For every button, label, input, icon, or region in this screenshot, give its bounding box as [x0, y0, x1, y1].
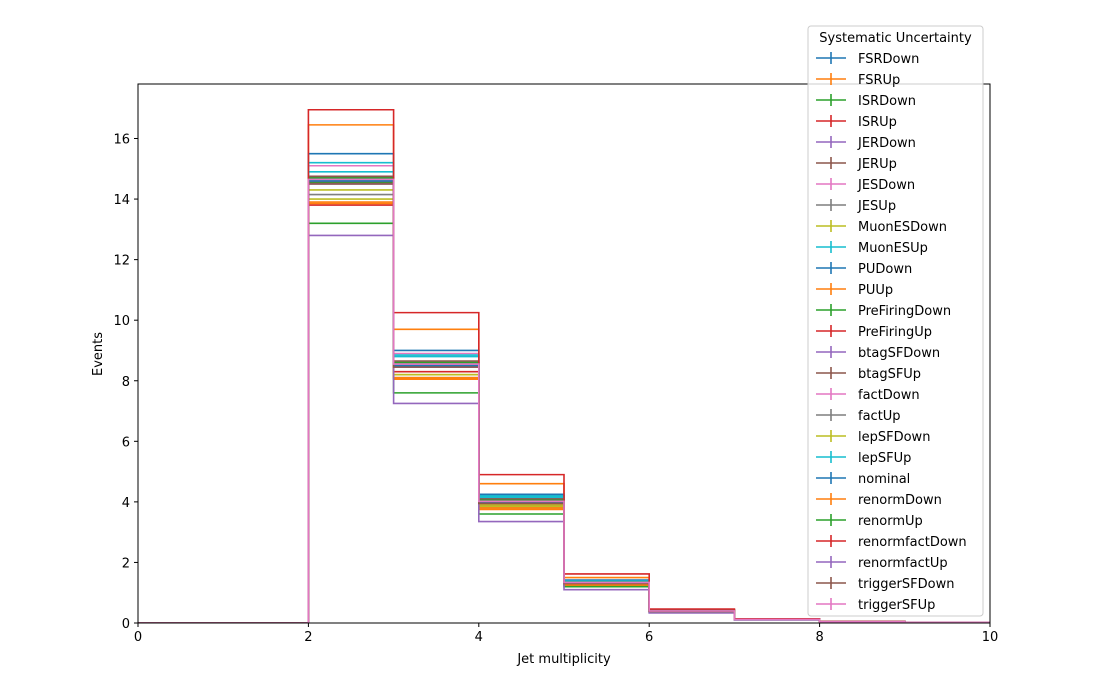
- legend-label: factDown: [858, 388, 920, 403]
- legend-entry: PUUp: [816, 283, 893, 298]
- legend-entry: FSRUp: [816, 73, 900, 88]
- legend-label: nominal: [858, 472, 910, 487]
- legend-entry: renormfactUp: [816, 556, 948, 571]
- legend-label: triggerSFDown: [858, 577, 954, 592]
- legend-label: PreFiringUp: [858, 325, 932, 340]
- legend-entry: PreFiringUp: [816, 325, 932, 340]
- legend-label: lepSFUp: [858, 451, 911, 466]
- legend-label: JERUp: [857, 157, 897, 172]
- legend-entry: JESDown: [816, 178, 915, 193]
- legend-label: JERDown: [857, 136, 916, 151]
- legend-entry: MuonESDown: [816, 220, 947, 235]
- legend-label: PUDown: [858, 262, 912, 277]
- legend-entry: triggerSFDown: [816, 577, 954, 592]
- legend-title: Systematic Uncertainty: [819, 31, 972, 46]
- legend-label: MuonESDown: [858, 220, 947, 235]
- series-line-triggerSFUp: [138, 178, 990, 623]
- y-tick-label: 16: [113, 133, 130, 148]
- legend-label: FSRUp: [858, 73, 900, 88]
- legend-entry: nominal: [816, 472, 910, 487]
- y-axis-label: Events: [91, 332, 106, 376]
- legend-items: FSRDown FSRUp ISRDown ISRUp JERDown JERUp JESD…: [816, 52, 967, 613]
- legend-label: renormfactUp: [858, 556, 948, 571]
- legend-entry: JESUp: [816, 199, 896, 214]
- y-tick-label: 14: [113, 193, 130, 208]
- legend-label: ISRDown: [858, 94, 916, 109]
- legend-label: btagSFUp: [858, 367, 921, 382]
- y-tick-label: 4: [122, 496, 130, 511]
- y-axis-ticks: 0 2 4 6 8 10 12 14 16: [113, 133, 138, 632]
- legend-entry: triggerSFUp: [816, 598, 935, 613]
- legend-label: renormfactDown: [858, 535, 967, 550]
- legend-entry: PUDown: [816, 262, 912, 277]
- legend-entry: factDown: [816, 388, 920, 403]
- legend-label: JESDown: [857, 178, 915, 193]
- legend-label: FSRDown: [858, 52, 919, 67]
- legend-entry: MuonESUp: [816, 241, 928, 256]
- legend-entry: JERDown: [816, 136, 916, 151]
- legend-entry: btagSFDown: [816, 346, 940, 361]
- series-layer: [138, 108, 990, 623]
- legend: Systematic Uncertainty FSRDown FSRUp ISRDo…: [807, 25, 984, 617]
- legend-entry: btagSFUp: [816, 367, 921, 382]
- legend-entry: renormDown: [816, 493, 942, 508]
- legend-entry: FSRDown: [816, 52, 919, 67]
- legend-label: factUp: [858, 409, 901, 424]
- legend-entry: lepSFDown: [816, 430, 930, 445]
- y-tick-label: 8: [122, 375, 130, 390]
- legend-label: renormDown: [858, 493, 942, 508]
- legend-label: PUUp: [858, 283, 893, 298]
- legend-entry: factUp: [816, 409, 901, 424]
- legend-label: btagSFDown: [858, 346, 940, 361]
- legend-label: MuonESUp: [858, 241, 928, 256]
- legend-entry: renormfactDown: [816, 535, 967, 550]
- y-tick-label: 0: [122, 617, 130, 632]
- legend-entry: ISRUp: [816, 115, 897, 130]
- x-tick-label: 10: [982, 630, 999, 645]
- plot-area-frame: [137, 83, 991, 624]
- legend-entry: JERUp: [816, 157, 897, 172]
- y-tick-label: 12: [113, 254, 130, 269]
- legend-entry: PreFiringDown: [816, 304, 951, 319]
- legend-label: renormUp: [858, 514, 923, 529]
- x-axis-ticks: 0 2 4 6 8 10: [134, 623, 998, 645]
- legend-entry: lepSFUp: [816, 451, 911, 466]
- legend-label: PreFiringDown: [858, 304, 951, 319]
- legend-label: lepSFDown: [858, 430, 930, 445]
- legend-entry: renormUp: [816, 514, 923, 529]
- x-tick-label: 0: [134, 630, 142, 645]
- x-tick-label: 4: [475, 630, 483, 645]
- x-tick-label: 6: [645, 630, 653, 645]
- legend-entry: ISRDown: [816, 94, 916, 109]
- legend-label: ISRUp: [858, 115, 897, 130]
- legend-box: [807, 25, 984, 617]
- y-tick-label: 10: [113, 314, 130, 329]
- x-tick-label: 2: [304, 630, 312, 645]
- x-tick-label: 8: [815, 630, 823, 645]
- legend-label: JESUp: [857, 199, 896, 214]
- legend-label: triggerSFUp: [858, 598, 935, 613]
- y-tick-label: 2: [122, 556, 130, 571]
- x-axis-label: Jet multiplicity: [516, 652, 611, 667]
- y-tick-label: 6: [122, 435, 130, 450]
